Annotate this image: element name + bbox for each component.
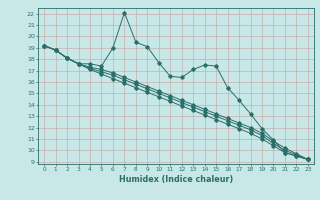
X-axis label: Humidex (Indice chaleur): Humidex (Indice chaleur) <box>119 175 233 184</box>
